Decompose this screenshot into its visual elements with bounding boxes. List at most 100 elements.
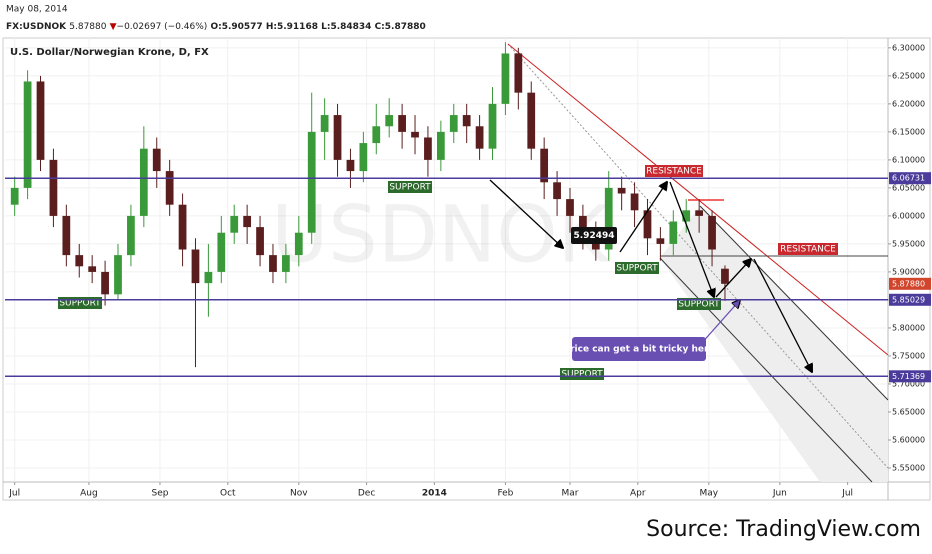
- watermark: USDNOK: [271, 190, 610, 280]
- y-tick-label: 6.15000: [892, 127, 925, 136]
- arrows: [489, 179, 812, 372]
- annotation: SUPPORT: [561, 370, 603, 380]
- y-tick-label: 5.80000: [892, 323, 925, 332]
- price-label: 5.71369: [892, 372, 925, 381]
- x-tick-label: 2014: [422, 489, 447, 499]
- channel-line: [699, 205, 889, 401]
- open: O:5.90577: [210, 22, 262, 32]
- x-tick-label: Nov: [290, 489, 308, 499]
- annotation: SUPPORT: [616, 264, 658, 274]
- label-box: [388, 181, 432, 193]
- price-label-box: [889, 277, 931, 290]
- low: L:5.84834: [321, 22, 371, 32]
- y-tick-label: 5.90000: [892, 267, 925, 276]
- x-tick-label: Dec: [358, 489, 375, 499]
- candle-body: [398, 115, 406, 132]
- annotation: Price can get a bit tricky here: [564, 345, 715, 355]
- candle-body: [669, 221, 678, 244]
- y-tick-label: 5.70000: [892, 379, 925, 388]
- arrow: [619, 182, 667, 253]
- candle-body: [320, 115, 329, 132]
- change: −0.02697 (−0.46%): [117, 22, 208, 32]
- close: C:5.87880: [375, 22, 426, 32]
- candle-body: [695, 210, 704, 216]
- x-tick-label: May: [700, 489, 719, 499]
- price-label-box: [889, 293, 931, 306]
- candle-body: [579, 215, 587, 233]
- candle-body: [475, 126, 484, 149]
- candle-body: [385, 115, 394, 127]
- candle-body: [256, 227, 264, 256]
- y-tick-label: 6.05000: [892, 183, 925, 192]
- candle-body: [708, 215, 716, 250]
- channel-line: [659, 257, 873, 483]
- x-tick-label: Aug: [80, 489, 98, 499]
- candle-body: [359, 143, 368, 172]
- annotation: SUPPORT: [59, 299, 101, 309]
- y-tick-label: 6.25000: [892, 71, 925, 80]
- candle-body: [449, 115, 458, 132]
- candle-body: [527, 92, 536, 149]
- candle-body: [604, 187, 613, 250]
- chart-title: U.S. Dollar/Norwegian Krone, D, FX: [10, 47, 209, 58]
- candle-body: [10, 187, 19, 205]
- price-label: 5.85029: [892, 295, 925, 304]
- candle-body: [656, 238, 665, 244]
- candle-body: [217, 232, 226, 272]
- candle-body: [101, 271, 109, 295]
- candle-body: [204, 271, 213, 284]
- candle-body: [269, 255, 277, 272]
- arrow: [489, 179, 563, 248]
- x-tick-label: Jul: [841, 489, 853, 499]
- candle-body: [488, 103, 497, 149]
- label-box: [645, 165, 703, 177]
- candle-body: [372, 126, 381, 144]
- arrow: [753, 258, 812, 372]
- date: May 08, 2014: [6, 5, 68, 15]
- annotation: SUPPORT: [389, 183, 431, 193]
- candle-body: [514, 53, 523, 93]
- candle-body: [191, 249, 200, 284]
- y-tick-label: 5.60000: [892, 435, 925, 444]
- annotation: RESISTANCE: [780, 245, 836, 255]
- y-tick-label: 6.30000: [892, 43, 925, 52]
- candle-body: [230, 215, 239, 233]
- candle-body: [127, 215, 135, 256]
- y-tick-label: 5.55000: [892, 463, 925, 472]
- candle-body: [282, 255, 290, 272]
- x-tick-label: Jul: [8, 489, 20, 499]
- annotation: SUPPORT: [678, 300, 720, 310]
- source: Source: TradingView.com: [646, 517, 921, 542]
- label-box: [677, 298, 721, 310]
- candle-body: [165, 171, 174, 205]
- price-label-box: [889, 370, 931, 383]
- annotation: RESISTANCE: [646, 167, 702, 177]
- candle-body: [307, 131, 316, 233]
- candle-body: [139, 148, 148, 216]
- candle-body: [49, 159, 58, 216]
- y-tick-label: 6.00000: [892, 211, 925, 220]
- candle-body: [553, 182, 561, 200]
- candle-body: [88, 266, 97, 272]
- direction: ▼: [110, 22, 117, 32]
- candle-body: [436, 131, 445, 160]
- arrow: [699, 300, 740, 346]
- x-tick-label: Mar: [561, 489, 578, 499]
- candle-body: [617, 187, 626, 194]
- candle-body: [501, 53, 510, 104]
- callout-box: [572, 337, 706, 361]
- arrow: [669, 181, 714, 297]
- channel-shade: [660, 206, 888, 482]
- price-label: 6.06731: [892, 174, 925, 183]
- x-tick-label: Jun: [772, 489, 787, 499]
- candle-body: [333, 115, 342, 160]
- candle-body: [411, 131, 419, 138]
- y-tick-label: 6.20000: [892, 99, 925, 108]
- x-tick-label: Oct: [220, 489, 236, 499]
- candle-body: [62, 215, 71, 256]
- candle-body: [243, 215, 252, 228]
- y-tick-label: 6.10000: [892, 155, 925, 164]
- x-tick-label: Apr: [630, 489, 646, 499]
- quote-line: FX:USDNOK 5.87880 ▼−0.02697 (−0.46%) O:5…: [6, 22, 426, 32]
- x-tick-label: Feb: [497, 489, 513, 499]
